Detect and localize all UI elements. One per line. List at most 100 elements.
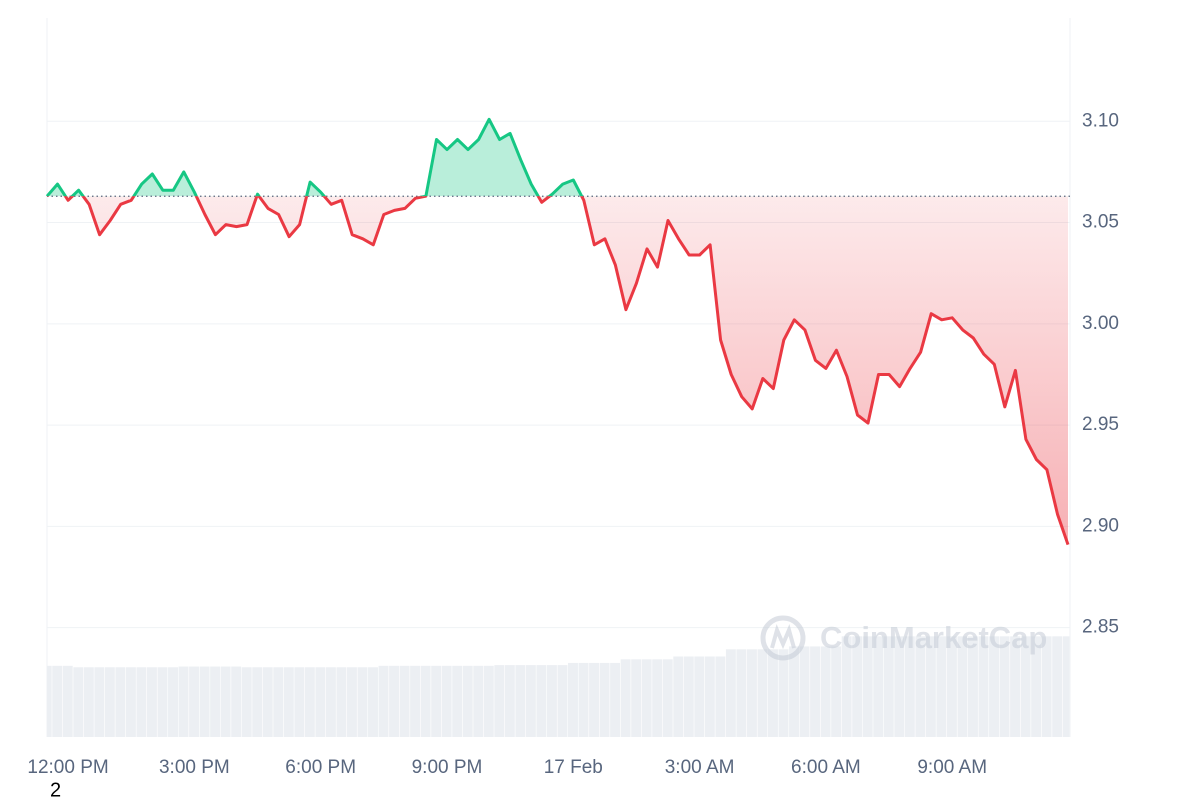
volume-bar xyxy=(210,666,221,737)
volume-bar xyxy=(936,636,947,737)
volume-bar xyxy=(915,636,926,737)
volume-bar xyxy=(799,646,810,737)
corner-label: 2 xyxy=(50,779,61,800)
volume-bar xyxy=(441,665,452,737)
volume-bar xyxy=(820,646,831,737)
volume-bar xyxy=(1020,636,1031,737)
volume-bar xyxy=(862,636,873,737)
volume-bar xyxy=(736,649,747,737)
x-tick-label: 6:00 PM xyxy=(285,757,356,778)
y-tick-label: 3.05 xyxy=(1082,212,1119,233)
x-tick-label: 6:00 AM xyxy=(791,757,861,778)
volume-bar xyxy=(557,665,568,737)
price-line-down xyxy=(47,196,1070,546)
volume-bar xyxy=(241,667,252,737)
volume-bar xyxy=(378,665,389,737)
volume-bar xyxy=(494,665,505,737)
volume-bar xyxy=(978,636,989,737)
volume-bar xyxy=(115,667,126,737)
volume-bar xyxy=(599,662,610,737)
volume-bar xyxy=(515,665,526,737)
volume-bar xyxy=(273,667,284,737)
volume-bar xyxy=(652,659,663,737)
volume-bar xyxy=(83,667,94,737)
volume-bar xyxy=(62,665,73,737)
y-tick-label: 2.95 xyxy=(1082,414,1119,435)
volume-bar xyxy=(789,646,799,737)
volume-bar xyxy=(47,665,52,737)
volume-bar xyxy=(410,665,421,737)
volume-bar xyxy=(683,656,694,737)
volume-bar xyxy=(357,667,368,737)
x-tick-label: 3:00 AM xyxy=(665,757,735,778)
volume-bar xyxy=(725,649,736,737)
y-tick-label: 3.00 xyxy=(1082,313,1119,334)
volume-bar xyxy=(631,659,642,737)
volume-bar xyxy=(252,667,263,737)
volume-bar xyxy=(746,649,757,737)
x-tick-label: 9:00 AM xyxy=(917,757,987,778)
volume-bar xyxy=(168,667,178,737)
watermark-text: CoinMarketCap xyxy=(820,620,1047,655)
volume-bar xyxy=(157,667,168,737)
volume-bar xyxy=(673,656,684,737)
volume-bar xyxy=(94,667,105,737)
volume-bar xyxy=(483,665,494,737)
volume-bar xyxy=(999,636,1010,737)
y-tick-label: 2.90 xyxy=(1082,515,1119,536)
logo xyxy=(770,623,796,650)
volume-bar xyxy=(315,667,326,737)
x-tick-label: 9:00 PM xyxy=(412,757,483,778)
area-below xyxy=(47,196,1068,545)
volume-bar xyxy=(989,636,999,737)
x-tick-label: 12:00 PM xyxy=(27,757,108,778)
volume-bar xyxy=(536,665,547,737)
volume-bar xyxy=(1010,636,1021,737)
volume-bar xyxy=(504,665,515,737)
volume-bar xyxy=(768,649,778,737)
volume-bar xyxy=(894,636,905,737)
volume-bar xyxy=(199,666,210,737)
x-tick-label: 3:00 PM xyxy=(159,757,230,778)
volume-bar xyxy=(831,646,842,737)
volume-bar xyxy=(368,667,378,737)
x-tick-label: 17 Feb xyxy=(544,757,603,778)
volume-bar xyxy=(294,667,305,737)
area-above xyxy=(47,119,582,197)
volume-bar xyxy=(104,667,115,737)
volume-bar xyxy=(715,656,726,737)
volume-bar xyxy=(883,636,894,737)
volume-bar xyxy=(389,665,400,737)
volume-bar xyxy=(125,667,136,737)
volume-bar xyxy=(546,665,557,737)
volume-bar xyxy=(1031,636,1042,737)
logo xyxy=(760,615,806,661)
volume-bar xyxy=(810,646,821,737)
volume-bar xyxy=(431,665,442,737)
volume-bar xyxy=(325,667,336,737)
volume-bar xyxy=(568,662,578,737)
volume-bar xyxy=(925,636,936,737)
volume-bar xyxy=(462,665,473,737)
volume-bar xyxy=(904,636,915,737)
price-line-up xyxy=(45,117,584,197)
volume-bar xyxy=(968,636,978,737)
volume-bar xyxy=(262,667,273,737)
y-tick-label: 3.10 xyxy=(1082,110,1119,131)
volume-bar xyxy=(178,666,189,737)
volume-bar xyxy=(346,667,357,737)
volume-bar xyxy=(1052,636,1063,737)
volume-bar xyxy=(525,665,536,737)
y-tick-label: 2.85 xyxy=(1082,617,1119,638)
volume-bar xyxy=(220,666,231,737)
volume-bar xyxy=(641,659,652,737)
volume-bar xyxy=(136,667,147,737)
volume-bar xyxy=(73,667,84,737)
volume-bar xyxy=(189,666,200,737)
volume-bar xyxy=(452,665,463,737)
volume-bar xyxy=(52,665,63,737)
volume-bar xyxy=(231,666,242,737)
volume-bar xyxy=(146,667,157,737)
volume-bar xyxy=(420,665,431,737)
volume-bar xyxy=(336,667,347,737)
